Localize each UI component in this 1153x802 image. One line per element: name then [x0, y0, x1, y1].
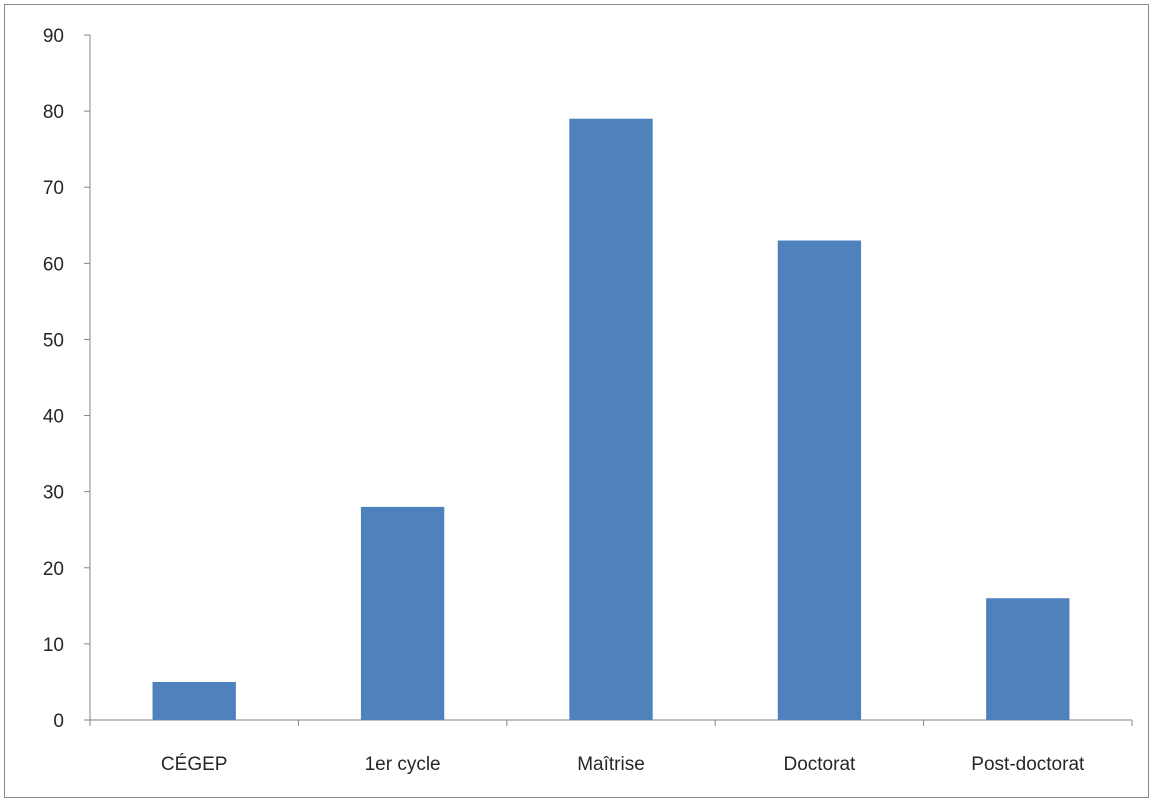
bars: [152, 118, 1070, 720]
bar-c-gep: [152, 681, 236, 720]
y-tick-label: 0: [53, 711, 64, 732]
y-tick-label: 50: [43, 330, 64, 351]
x-axis: CÉGEP 1er cycle Maîtrise Doctorat Post-docto…: [89, 719, 1133, 775]
x-tick-label: 1er cycle: [365, 754, 441, 775]
y-tick-label: 80: [43, 102, 64, 123]
bar-ma-trise: [569, 118, 653, 720]
y-tick-label: 40: [43, 407, 64, 428]
bar-doctorat: [777, 240, 862, 720]
y-tick-label: 60: [43, 254, 64, 275]
bar-1er-cycle: [360, 506, 445, 720]
x-tick-label: Post-doctorat: [971, 754, 1085, 775]
y-tick-label: 20: [43, 559, 64, 580]
x-tick-label: CÉGEP: [161, 754, 228, 775]
y-axis: 0 10 20 30 40 50 60 70 80 90: [43, 26, 91, 732]
x-tick-label: Maîtrise: [577, 754, 645, 775]
y-tick-label: 10: [43, 635, 64, 656]
y-tick-label: 90: [43, 26, 64, 47]
y-tick-label: 70: [43, 178, 64, 199]
y-tick-label: 30: [43, 483, 64, 504]
bar-post-doctorat: [986, 598, 1070, 720]
x-tick-label: Doctorat: [783, 754, 856, 775]
